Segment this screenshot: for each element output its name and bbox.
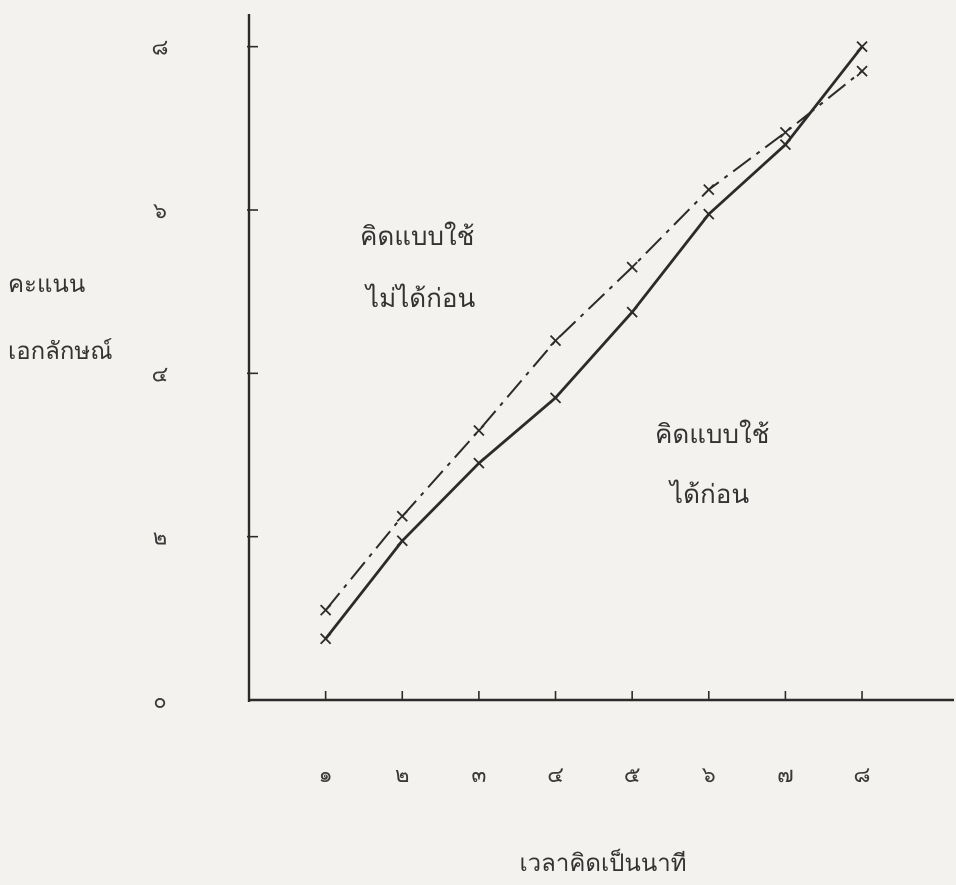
series-layer — [319, 41, 868, 645]
x-tick-label: ๓ — [471, 763, 486, 788]
y-axis-title-line-2: เอกลักษณ์ — [8, 337, 112, 365]
annotation-dashed-line-2: ไม่ได้ก่อน — [364, 283, 476, 314]
series-line-dashed — [324, 70, 863, 611]
data-point-dashed — [396, 510, 408, 522]
y-tick-label: ๘ — [152, 36, 169, 61]
data-point-solid — [473, 457, 485, 469]
y-tick-label: ๐ — [153, 689, 166, 714]
x-tick-label: ๒ — [395, 763, 410, 788]
y-tick-label: ๔ — [152, 362, 169, 387]
y-tick-label: ๖ — [153, 199, 167, 224]
y-tick-label: ๒ — [153, 526, 168, 551]
x-tick-label: ๕ — [624, 763, 641, 788]
data-point-solid — [626, 306, 638, 318]
x-tick-label: ๖ — [702, 763, 716, 788]
y-ticks: ๐ ๒ ๔ ๖ ๘ — [152, 36, 258, 714]
data-point-dashed — [473, 424, 485, 437]
data-point-solid — [319, 633, 332, 645]
data-point-solid — [703, 208, 715, 220]
x-tick-label: ๑ — [319, 763, 333, 788]
y-axis-title-line-1: คะแนน — [8, 270, 85, 298]
data-point-solid — [856, 41, 868, 53]
x-axis-title: เวลาคิดเป็นนาที — [519, 848, 686, 877]
data-point-dashed — [856, 65, 868, 77]
series-line-solid — [324, 45, 864, 640]
data-point-dashed — [779, 126, 792, 139]
x-tick-label: ๘ — [854, 763, 871, 788]
data-point-dashed — [549, 335, 562, 347]
annotation-solid-line-1: คิดแบบใช้ — [655, 420, 769, 450]
data-point-dashed — [703, 183, 715, 196]
annotation-dashed-line-1: คิดแบบใช้ — [360, 222, 474, 252]
x-tick-label: ๔ — [547, 763, 564, 788]
x-tick-label: ๗ — [777, 763, 794, 788]
data-point-solid — [396, 535, 408, 547]
data-point-dashed — [626, 261, 638, 273]
annotation-solid-line-2: ได้ก่อน — [668, 479, 749, 510]
x-ticks: ๑ ๒ ๓ ๔ ๕ ๖ ๗ ๘ — [319, 691, 871, 788]
data-point-solid — [779, 139, 792, 151]
data-point-dashed — [319, 604, 332, 616]
data-point-solid — [549, 392, 562, 404]
